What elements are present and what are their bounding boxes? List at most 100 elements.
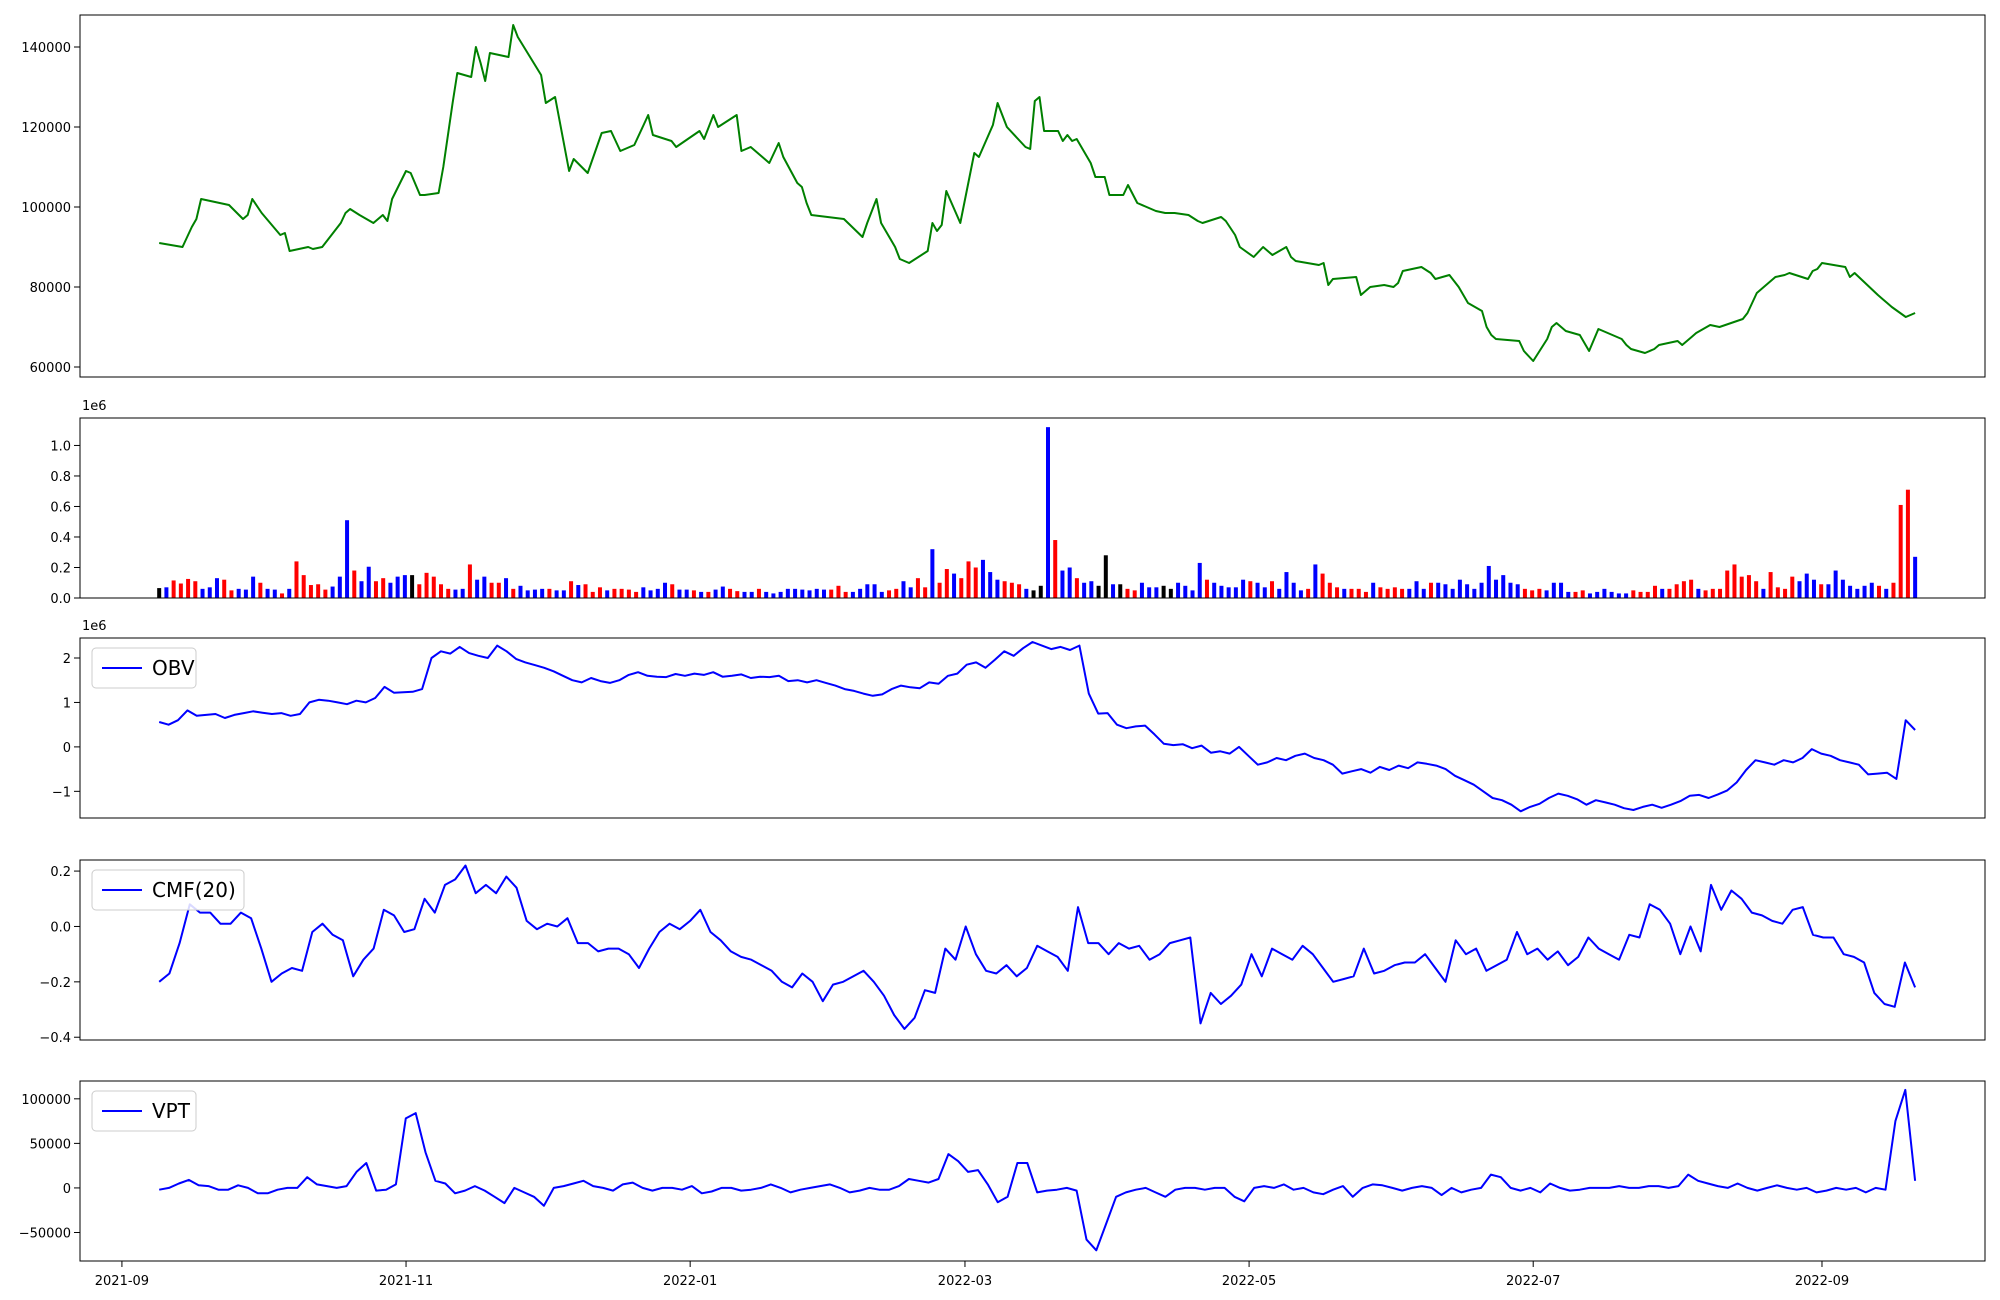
volume-bar: [973, 567, 978, 598]
volume-bar: [1840, 579, 1845, 598]
volume-bar: [858, 588, 863, 598]
volume-bar: [1074, 578, 1079, 598]
volume-bar: [749, 591, 754, 598]
ytick-label-price: 80000: [30, 281, 71, 296]
volume-bar: [1407, 588, 1412, 598]
legend-box: [91, 869, 245, 911]
volume-bar: [923, 587, 928, 598]
volume-bar: [482, 576, 487, 598]
legend-label: VPT: [152, 1099, 191, 1123]
volume-bar: [186, 578, 191, 598]
volume-bar: [1248, 581, 1253, 598]
volume-bar: [381, 578, 386, 598]
volume-bar: [1573, 591, 1578, 598]
volume-bar: [619, 588, 624, 598]
volume-bar: [1811, 579, 1816, 598]
volume-bar: [1284, 572, 1289, 598]
panel-cmf: CMF(20): [74, 859, 1986, 1041]
volume-bar: [1125, 588, 1130, 598]
volume-bar: [959, 578, 964, 598]
panel-frame: [79, 637, 1986, 819]
volume-bar: [395, 576, 400, 598]
volume-bar: [1197, 562, 1202, 598]
volume-bar: [1479, 582, 1484, 598]
volume-bar: [930, 549, 935, 598]
volume-bar: [879, 591, 884, 598]
series-line-price: [159, 24, 1916, 362]
volume-bar: [1436, 582, 1441, 598]
volume-bar: [778, 591, 783, 598]
xtick-label: 2022-01: [663, 1274, 717, 1289]
volume-bar: [402, 575, 407, 598]
legend-vpt: VPT: [91, 1090, 197, 1132]
volume-bar: [1869, 582, 1874, 598]
volume-bar: [1067, 567, 1072, 598]
ytick-label-volume: 1.0: [50, 439, 71, 454]
volume-bar: [908, 587, 913, 598]
volume-bar: [532, 589, 537, 598]
volume-bar: [1566, 591, 1571, 598]
volume-bar: [1559, 582, 1564, 598]
volume-bar: [164, 587, 169, 598]
volume-bar: [1761, 588, 1766, 598]
offset-label-volume: 1e6: [82, 399, 107, 414]
volume-bar: [1327, 582, 1332, 598]
volume-bar: [1710, 588, 1715, 598]
volume-bar: [1667, 588, 1672, 598]
volume-bar: [294, 561, 299, 598]
volume-bar: [944, 569, 949, 598]
volume-bar: [641, 587, 646, 598]
panel-frame: [79, 14, 1986, 378]
volume-bar: [1457, 579, 1462, 598]
volume-bar: [1226, 587, 1231, 598]
volume-bar: [1342, 588, 1347, 598]
volume-bar: [214, 578, 219, 598]
volume-bar: [793, 588, 798, 598]
xtick-label: 2022-03: [938, 1274, 992, 1289]
volume-bar: [663, 582, 668, 598]
volume-bar: [988, 572, 993, 598]
ytick-label-cmf: −0.2: [39, 976, 71, 991]
offset-label-obv: 1e6: [82, 619, 107, 634]
ytick-label-vpt: 100000: [21, 1093, 71, 1108]
ytick-label-vpt: −50000: [19, 1226, 71, 1241]
ytick-label-price: 140000: [21, 41, 71, 56]
volume-bar: [1291, 582, 1296, 598]
volume-bar: [1652, 585, 1657, 598]
xtick-label: 2021-09: [95, 1274, 149, 1289]
volume-bar: [1775, 587, 1780, 598]
volume-bar: [388, 582, 393, 598]
volume-bar: [1732, 564, 1737, 598]
volume-bar: [1017, 584, 1022, 598]
volume-bar: [1241, 579, 1246, 598]
ytick-label-obv: 1: [63, 696, 71, 711]
volume-bar: [1508, 582, 1513, 598]
volume-bar: [366, 566, 371, 598]
volume-bar: [1190, 590, 1195, 598]
volume-bar: [316, 584, 321, 598]
volume-bar: [915, 578, 920, 598]
volume-bar: [1277, 588, 1282, 598]
volume-bar: [475, 579, 480, 598]
volume-bar: [352, 570, 357, 598]
volume-bar: [1428, 582, 1433, 598]
volume-bar: [1898, 504, 1903, 598]
legend-box: [91, 647, 197, 689]
volume-bar: [829, 589, 834, 598]
volume-bar: [1219, 585, 1224, 598]
volume-bar: [1045, 427, 1050, 598]
volume-bar: [1204, 579, 1209, 598]
volume-bar: [966, 561, 971, 598]
volume-bar: [1024, 588, 1029, 598]
volume-bar: [193, 581, 198, 598]
volume-bar: [1385, 588, 1390, 598]
series-line-cmf: [158, 864, 1917, 1030]
volume-bar: [684, 589, 689, 598]
volume-bar: [1400, 588, 1405, 598]
volume-bar: [1118, 584, 1123, 598]
volume-bar: [1587, 593, 1592, 598]
volume-bar: [308, 585, 313, 598]
volume-bar: [287, 588, 292, 598]
volume-bar: [1645, 591, 1650, 598]
volume-bar: [1147, 587, 1152, 598]
